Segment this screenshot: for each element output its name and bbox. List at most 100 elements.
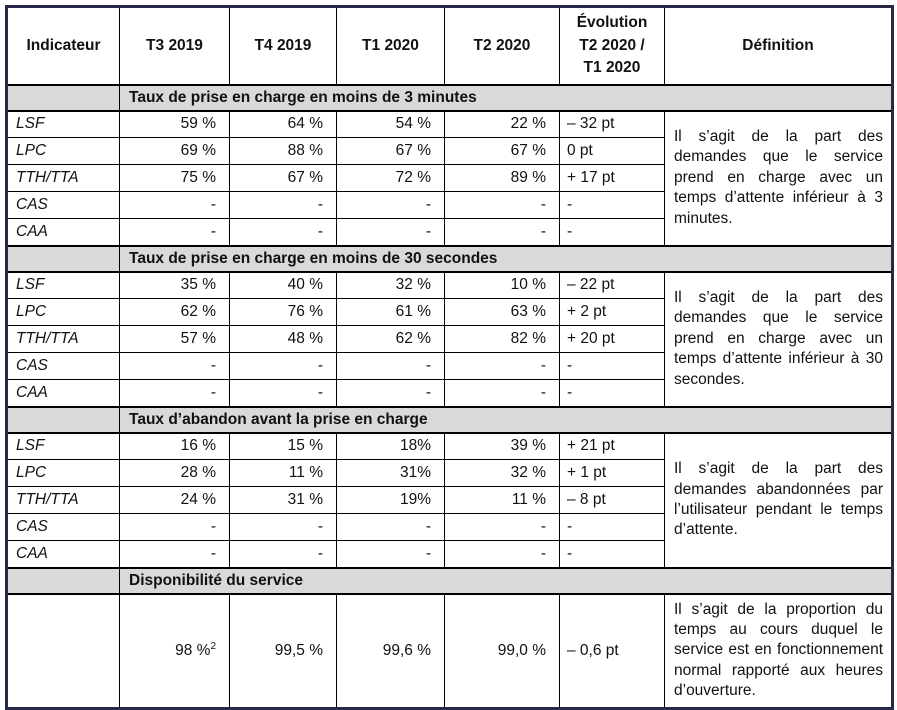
row-label: CAS <box>6 191 120 219</box>
evolution-cell: – 32 pt <box>559 110 665 138</box>
row-label: LPC <box>6 459 120 487</box>
column-header-volution-t2-2020-t1-2020: Évolution T2 2020 / T1 2020 <box>559 6 665 85</box>
value-cell: 24 % <box>119 486 230 514</box>
value-cell: 48 % <box>229 325 337 353</box>
column-header-line: T1 2020 <box>362 36 419 54</box>
column-header-indicateur: Indicateur <box>6 6 120 85</box>
section-band-row: Taux d’abandon avant la prise en charge <box>6 405 893 434</box>
table-row: TTH/TTA 75 % 67 % 72 % 89 % + 17 pt <box>6 164 893 192</box>
section-title: Taux de prise en charge en moins de 30 s… <box>119 244 893 273</box>
row-label <box>6 593 120 709</box>
value-cell: 67 % <box>336 137 445 165</box>
value-cell: 31 % <box>229 486 337 514</box>
row-label: CAA <box>6 379 120 407</box>
value-cell: - <box>119 513 230 541</box>
table-row: LSF 16 % 15 % 18% 39 % + 21 pt Il s’agit de la… <box>6 432 893 568</box>
value-cell: 31% <box>336 459 445 487</box>
value-cell: - <box>336 191 445 219</box>
value-cell: 62 % <box>119 298 230 326</box>
value-cell: - <box>444 218 560 246</box>
value-cell: - <box>229 513 337 541</box>
value-cell: 64 % <box>229 110 337 138</box>
evolution-cell: - <box>559 379 665 407</box>
row-label: CAS <box>6 352 120 380</box>
value-cell: - <box>229 191 337 219</box>
value-cell: 67 % <box>444 137 560 165</box>
value-cell: - <box>119 379 230 407</box>
value-cell: 11 % <box>444 486 560 514</box>
evolution-cell: + 21 pt <box>559 432 665 460</box>
value-cell: - <box>336 218 445 246</box>
value-cell: 40 % <box>229 271 337 299</box>
value-cell: 59 % <box>119 110 230 138</box>
value-cell: 88 % <box>229 137 337 165</box>
value-cell: - <box>119 218 230 246</box>
value-cell: - <box>119 191 230 219</box>
value-cell: - <box>229 218 337 246</box>
definition-cell: Il s’agit de la part des demandes que le… <box>664 110 893 246</box>
evolution-cell: – 0,6 pt <box>559 593 665 709</box>
table-header: Indicateur T3 2019 T4 2019 T1 2020 T2 2020 Év… <box>6 6 893 85</box>
value-cell: 76 % <box>229 298 337 326</box>
row-label: TTH/TTA <box>6 486 120 514</box>
table-row: CAS - - - - - <box>6 191 893 219</box>
value-cell: 98 %2 <box>119 593 230 709</box>
row-label: TTH/TTA <box>6 164 120 192</box>
section-title: Taux de prise en charge en moins de 3 mi… <box>119 83 893 112</box>
value-cell: 16 % <box>119 432 230 460</box>
table-row: TTH/TTA 57 % 48 % 62 % 82 % + 20 pt <box>6 325 893 353</box>
value-cell: - <box>229 352 337 380</box>
value-text: 98 % <box>175 641 211 659</box>
value-cell: 32 % <box>444 459 560 487</box>
column-header-line: T3 2019 <box>146 36 203 54</box>
value-cell: 61 % <box>336 298 445 326</box>
definition-cell: Il s’agit de la part des demandes abando… <box>664 432 893 568</box>
table-row: TTH/TTA 24 % 31 % 19% 11 % – 8 pt <box>6 486 893 514</box>
row-label: LSF <box>6 432 120 460</box>
table-row: CAS - - - - - <box>6 513 893 541</box>
value-cell: 63 % <box>444 298 560 326</box>
row-label: TTH/TTA <box>6 325 120 353</box>
table-row: CAA - - - - - <box>6 379 893 407</box>
value-cell: 62 % <box>336 325 445 353</box>
value-cell: - <box>336 379 445 407</box>
column-header-t4-2019: T4 2019 <box>229 6 337 85</box>
value-cell: 32 % <box>336 271 445 299</box>
table-row: CAA - - - - - <box>6 218 893 246</box>
value-cell: - <box>444 352 560 380</box>
row-label: CAS <box>6 513 120 541</box>
evolution-cell: + 17 pt <box>559 164 665 192</box>
indicators-table: Indicateur T3 2019 T4 2019 T1 2020 T2 2020 Év… <box>5 5 894 710</box>
evolution-cell: 0 pt <box>559 137 665 165</box>
evolution-cell: - <box>559 191 665 219</box>
evolution-cell: – 8 pt <box>559 486 665 514</box>
column-header-t2-2020: T2 2020 <box>444 6 560 85</box>
value-cell: 82 % <box>444 325 560 353</box>
value-cell: - <box>336 540 445 568</box>
section-title: Taux d’abandon avant la prise en charge <box>119 405 893 434</box>
footnote-superscript: 2 <box>210 640 216 652</box>
table-row: LPC 28 % 11 % 31% 32 % + 1 pt <box>6 459 893 487</box>
row-label: LSF <box>6 110 120 138</box>
row-label: CAA <box>6 540 120 568</box>
column-header-line: Évolution <box>576 14 648 32</box>
value-cell: 75 % <box>119 164 230 192</box>
value-cell: 28 % <box>119 459 230 487</box>
column-header-line: T2 2020 <box>473 36 531 54</box>
value-cell: - <box>336 352 445 380</box>
column-header-line: T4 2019 <box>254 36 312 54</box>
table-row: LSF 35 % 40 % 32 % 10 % – 22 pt Il s’agit de l… <box>6 271 893 407</box>
value-cell: 54 % <box>336 110 445 138</box>
table-row: CAA - - - - - <box>6 540 893 568</box>
definition-cell: Il s’agit de la part des demandes que le… <box>664 271 893 407</box>
header-row: Indicateur T3 2019 T4 2019 T1 2020 T2 2020 Év… <box>6 6 893 85</box>
table-row: LSF 59 % 64 % 54 % 22 % – 32 pt Il s’agit de l… <box>6 110 893 246</box>
value-cell: 99,5 % <box>229 593 337 709</box>
section-title: Disponibilité du service <box>119 566 893 595</box>
value-cell: 15 % <box>229 432 337 460</box>
value-cell: 11 % <box>229 459 337 487</box>
value-cell: 99,0 % <box>444 593 560 709</box>
row-label: CAA <box>6 218 120 246</box>
row-label: LSF <box>6 271 120 299</box>
value-cell: 35 % <box>119 271 230 299</box>
